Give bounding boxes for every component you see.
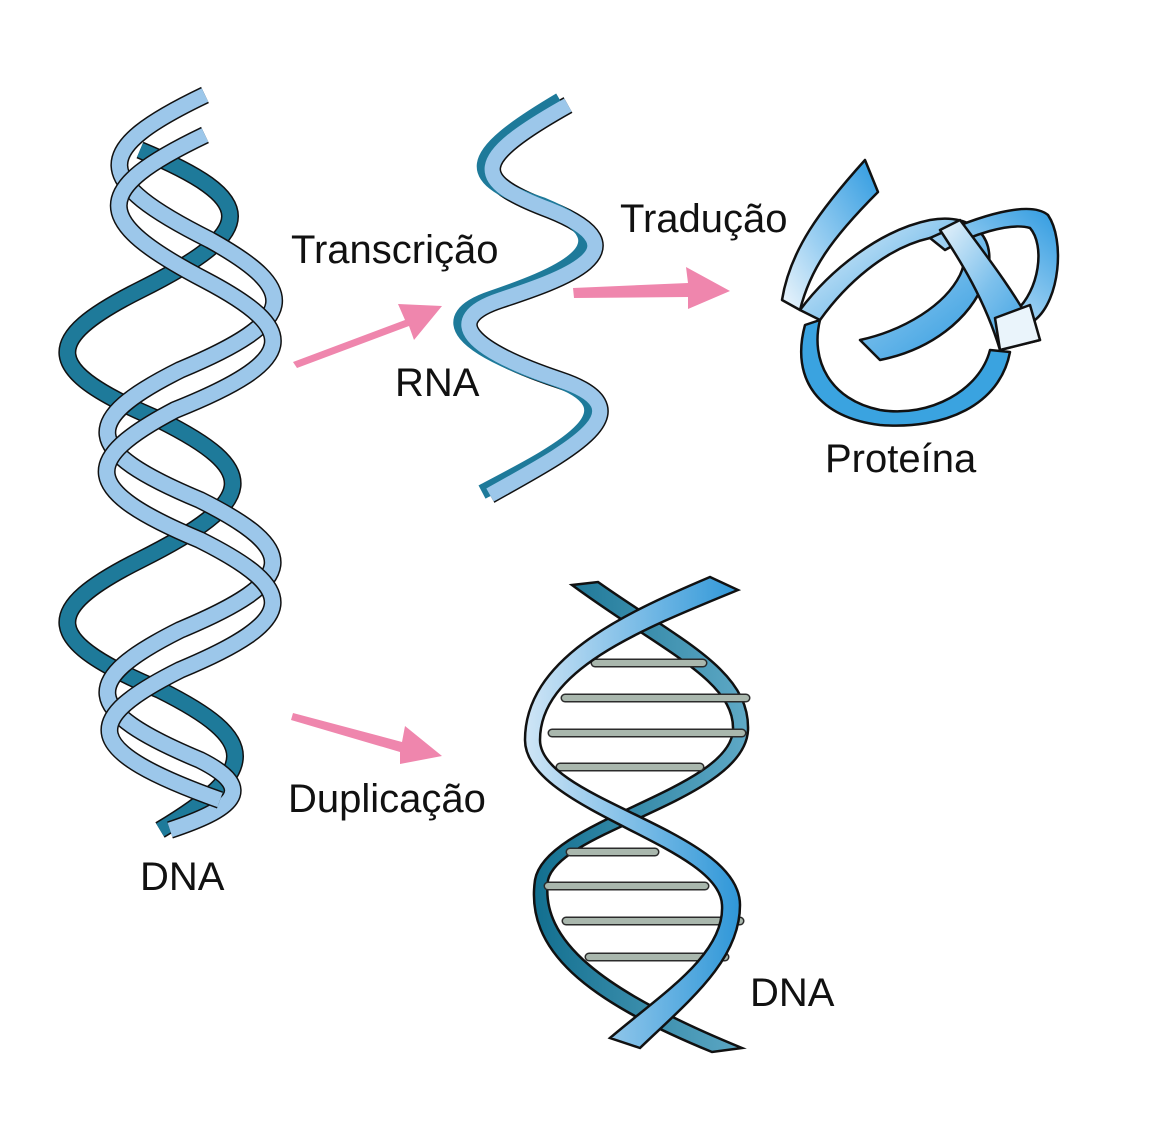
- label-translation: Tradução: [620, 197, 788, 241]
- dna-helix-left: [58, 86, 284, 839]
- base-pairs: [543, 658, 751, 962]
- protein-ribbon: [780, 158, 1060, 427]
- label-dna-right: DNA: [750, 971, 835, 1015]
- label-rna: RNA: [395, 361, 480, 405]
- arrow-translation: [573, 267, 730, 309]
- label-dna-left: DNA: [140, 855, 225, 899]
- label-duplication: Duplicação: [288, 777, 486, 821]
- label-protein: Proteína: [825, 437, 977, 481]
- rna-strand: [453, 93, 609, 503]
- arrow-transcription: [293, 304, 442, 368]
- dna-helix-replicated: [523, 575, 751, 1054]
- label-transcription: Transcrição: [291, 228, 498, 272]
- arrow-duplication: [291, 713, 442, 764]
